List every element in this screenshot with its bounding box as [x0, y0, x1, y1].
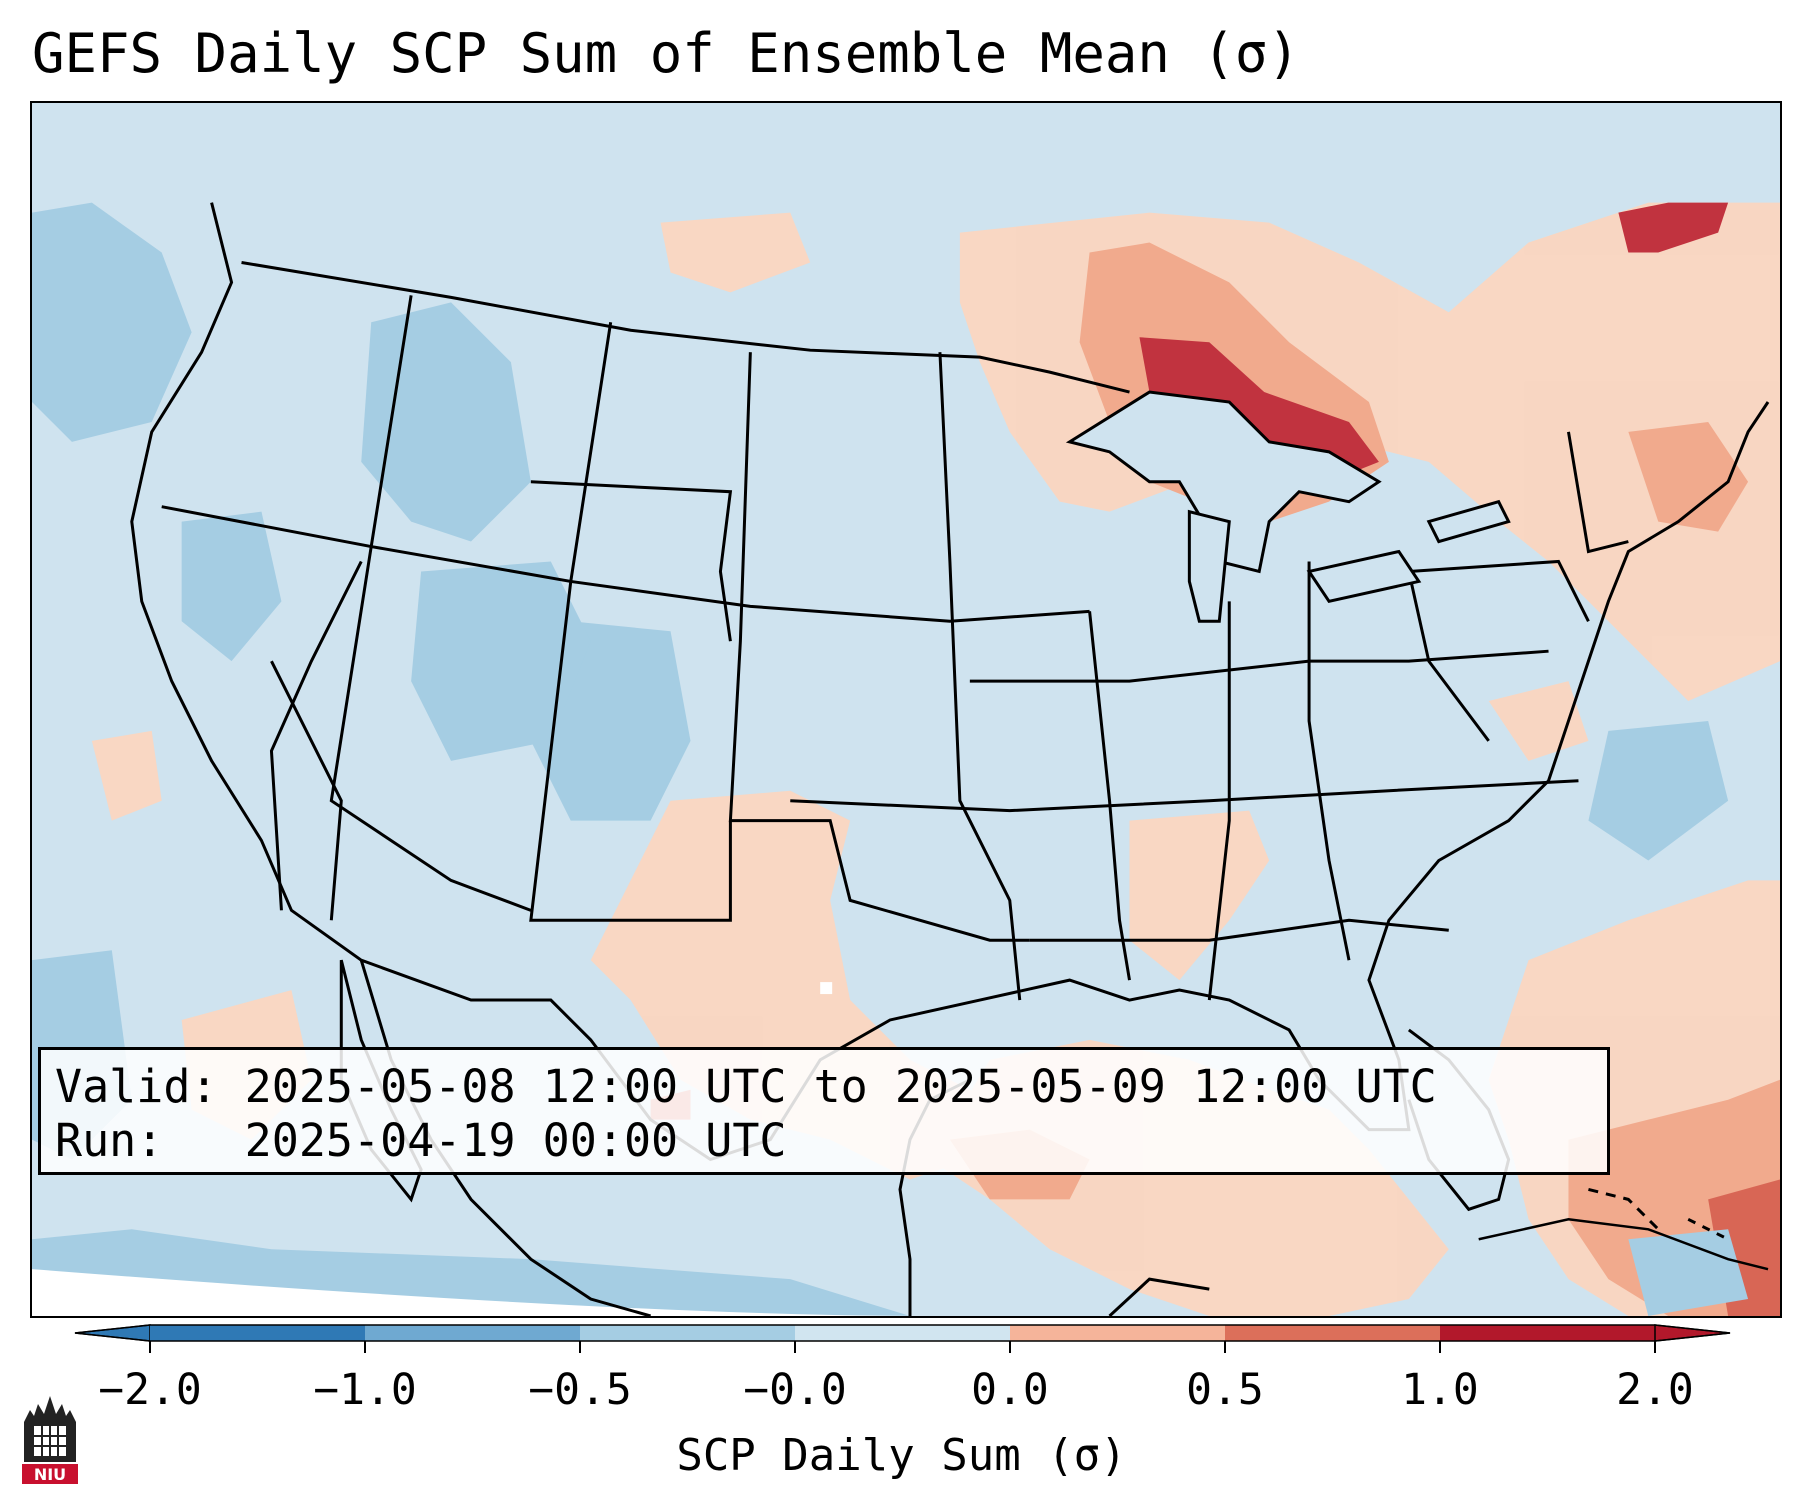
- colorbar-tick-label: 2.0: [1616, 1365, 1694, 1415]
- colorbar-band: [365, 1325, 580, 1341]
- colorbar-tick-label: −2.0: [98, 1365, 202, 1415]
- run-label: Run:: [55, 1114, 164, 1167]
- near-zero-cell: [820, 982, 833, 995]
- projection-edge: [32, 1269, 930, 1316]
- colorbar-band: [150, 1325, 365, 1341]
- colorbar-extend-high: [1654, 1324, 1731, 1342]
- colorbar-tick-label: −0.0: [743, 1365, 847, 1415]
- logo-text: NIU: [34, 1465, 66, 1484]
- colorbar-ticks: [149, 1341, 1656, 1353]
- colorbar-tick-label: 0.5: [1186, 1365, 1264, 1415]
- valid-label: Valid:: [55, 1060, 218, 1113]
- colorbar-extend-low: [74, 1324, 151, 1342]
- niu-logo: NIU: [22, 1396, 78, 1484]
- colorbar-band: [580, 1325, 795, 1341]
- chart-title: GEFS Daily SCP Sum of Ensemble Mean (σ): [32, 22, 1300, 85]
- colorbar-label: SCP Daily Sum (σ): [676, 1430, 1127, 1481]
- colorbar-band: [1440, 1325, 1655, 1341]
- valid-text: 2025-05-08 12:00 UTC to 2025-05-09 12:00…: [244, 1060, 1437, 1113]
- colorbar-outline: [74, 1324, 1731, 1342]
- run-text: 2025-04-19 00:00 UTC: [244, 1114, 787, 1167]
- colorbar-band: [795, 1325, 1010, 1341]
- valid-run-box: Valid: 2025-05-08 12:00 UTC to 2025-05-0…: [38, 1047, 1610, 1175]
- colorbar-band: [1010, 1325, 1225, 1341]
- colorbar-band: [1225, 1325, 1440, 1341]
- colorbar-bands: [74, 1324, 1731, 1342]
- colorbar-tick-label: 0.0: [971, 1365, 1049, 1415]
- colorbar-tick-label: −0.5: [528, 1365, 632, 1415]
- colorbar-tick-label: 1.0: [1401, 1365, 1479, 1415]
- colorbar-tick-label: −1.0: [313, 1365, 417, 1415]
